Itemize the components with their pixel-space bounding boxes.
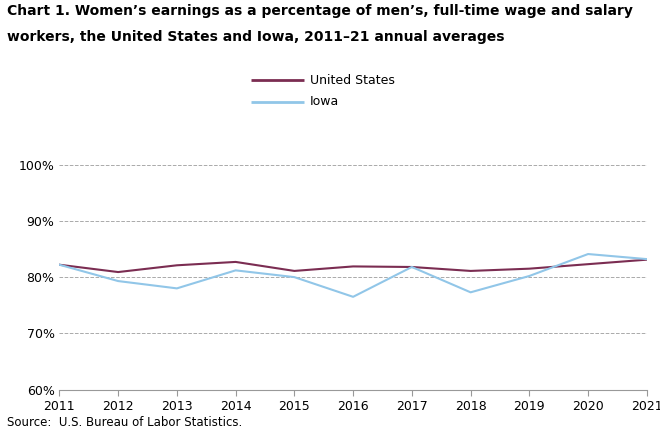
Text: Iowa: Iowa [310,95,339,108]
Text: workers, the United States and Iowa, 2011–21 annual averages: workers, the United States and Iowa, 201… [7,30,504,44]
Text: Source:  U.S. Bureau of Labor Statistics.: Source: U.S. Bureau of Labor Statistics. [7,416,242,429]
Text: Chart 1. Women’s earnings as a percentage of men’s, full-time wage and salary: Chart 1. Women’s earnings as a percentag… [7,4,632,18]
Text: United States: United States [310,74,395,87]
